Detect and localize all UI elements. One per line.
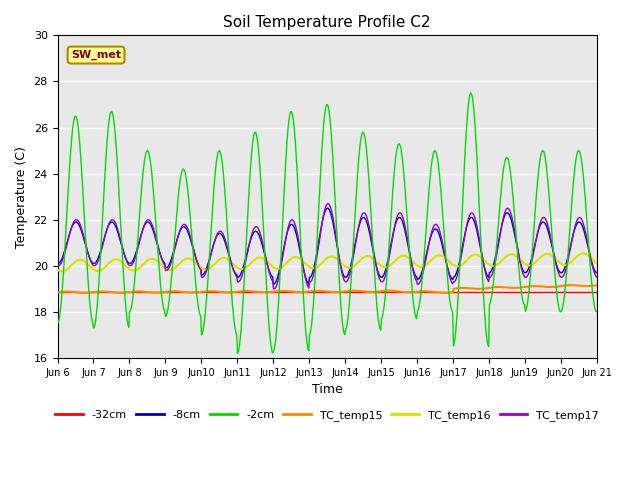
Text: SW_met: SW_met: [71, 50, 121, 60]
Legend: -32cm, -8cm, -2cm, TC_temp15, TC_temp16, TC_temp17: -32cm, -8cm, -2cm, TC_temp15, TC_temp16,…: [51, 406, 604, 425]
Title: Soil Temperature Profile C2: Soil Temperature Profile C2: [223, 15, 431, 30]
X-axis label: Time: Time: [312, 383, 342, 396]
Y-axis label: Temperature (C): Temperature (C): [15, 146, 28, 248]
